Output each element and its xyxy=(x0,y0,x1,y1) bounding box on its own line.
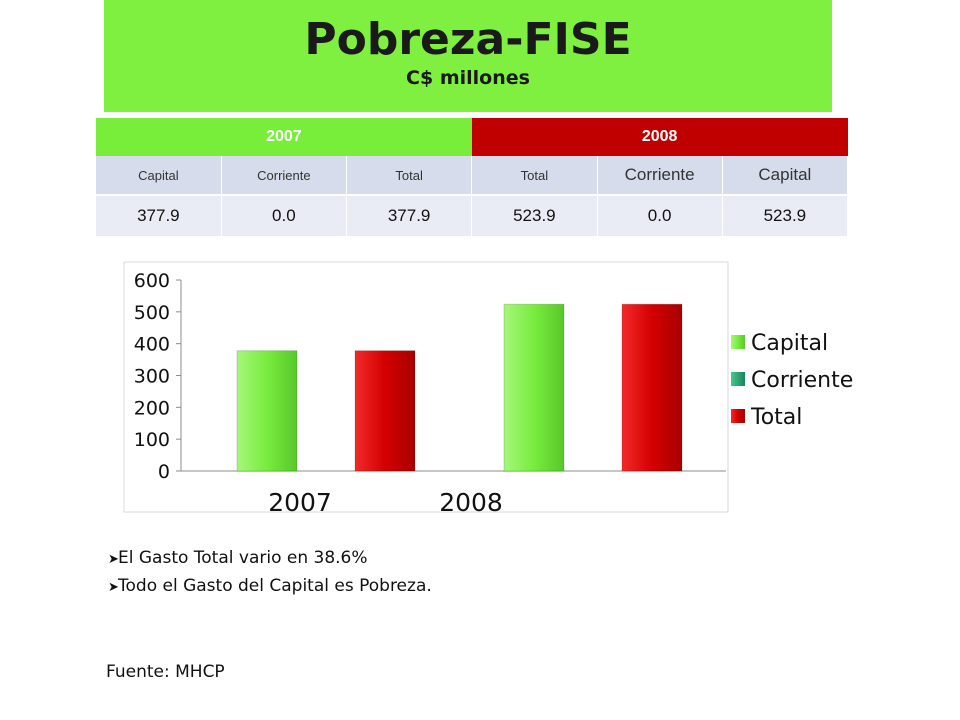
table-cell: 377.9 xyxy=(346,194,473,236)
page-title: Pobreza-FISE xyxy=(304,14,632,65)
table-cell: 523.9 xyxy=(471,194,598,236)
legend-swatch-capital xyxy=(731,335,745,349)
year-header-2008: 2008 xyxy=(471,118,848,156)
legend-swatch-corriente xyxy=(731,372,745,386)
x-tick-label: 2007 xyxy=(268,488,332,517)
arrow-bullet-icon: ➤ xyxy=(108,580,119,595)
title-banner: Pobreza-FISE C$ millones xyxy=(104,0,832,112)
col-header-corriente: Corriente xyxy=(221,156,348,195)
table-cell: 523.9 xyxy=(722,194,849,236)
col-header-total: Total xyxy=(346,156,473,195)
year-header-row: 2007 2008 xyxy=(96,118,848,156)
year-header-2007: 2007 xyxy=(96,118,472,156)
y-tick-label: 200 xyxy=(134,397,170,419)
column-header-row: Capital Corriente Total Total Corriente … xyxy=(96,156,849,195)
bar-capital-2008 xyxy=(503,303,565,472)
y-tick-label: 100 xyxy=(134,429,170,451)
y-tick-label: 400 xyxy=(134,334,170,356)
chart-frame xyxy=(123,261,729,513)
bar-total-2007 xyxy=(354,350,416,472)
page-subtitle: C$ millones xyxy=(406,67,530,89)
y-tick-label: 300 xyxy=(134,366,170,388)
value-row: 377.9 0.0 377.9 523.9 0.0 523.9 xyxy=(96,194,849,236)
bar-total-2008 xyxy=(621,303,683,472)
col-header-corriente: Corriente xyxy=(597,156,723,195)
legend-swatch-total xyxy=(731,409,745,423)
legend-label-corriente: Corriente xyxy=(751,368,853,393)
legend-label-capital: Capital xyxy=(751,331,828,356)
bar-capital-2007 xyxy=(236,350,298,472)
legend-label-total: Total xyxy=(750,405,802,430)
bullet-list: ➤El Gasto Total vario en 38.6% ➤Todo el … xyxy=(108,544,432,600)
col-header-capital: Capital xyxy=(722,156,849,195)
y-tick-label: 600 xyxy=(134,270,170,292)
bullet-item: ➤Todo el Gasto del Capital es Pobreza. xyxy=(108,572,432,600)
x-tick-label: 2008 xyxy=(439,488,503,517)
table-cell: 377.9 xyxy=(96,194,222,236)
source-note: Fuente: MHCP xyxy=(106,662,225,682)
y-tick-label: 500 xyxy=(134,302,170,324)
table-cell: 0.0 xyxy=(221,194,348,236)
table-cell: 0.0 xyxy=(597,194,723,236)
col-header-total: Total xyxy=(471,156,598,195)
arrow-bullet-icon: ➤ xyxy=(108,552,119,567)
bullet-item: ➤El Gasto Total vario en 38.6% xyxy=(108,544,432,572)
data-table: 2007 2008 Capital Corriente Total Total … xyxy=(96,118,849,236)
col-header-capital: Capital xyxy=(96,156,222,195)
y-tick-label: 0 xyxy=(158,461,170,483)
